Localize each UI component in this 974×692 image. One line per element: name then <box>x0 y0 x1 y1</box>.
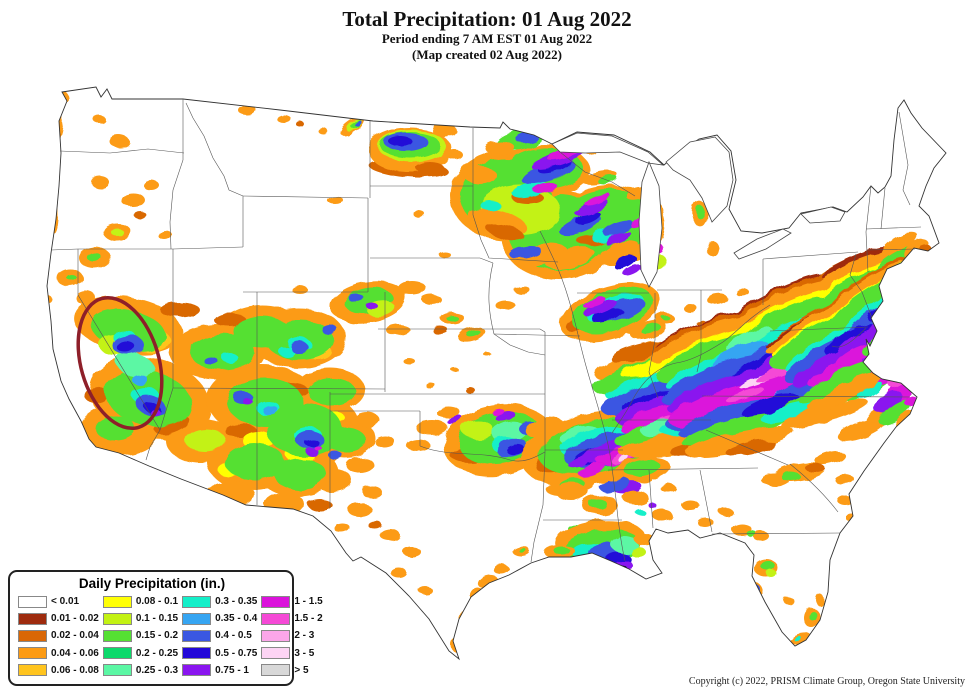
page-subtitle: Period ending 7 AM EST 01 Aug 2022 <box>381 31 593 47</box>
legend-swatch <box>18 612 47 625</box>
legend-swatch <box>102 612 132 625</box>
legend-label: 0.08 - 0.1 <box>135 596 179 608</box>
legend-label: 0.01 - 0.02 <box>51 613 99 625</box>
legend-item: 0.1 - 0.15 <box>102 611 179 626</box>
legend-label: 0.1 - 0.15 <box>135 613 179 625</box>
legend-label: 3 - 5 <box>294 647 315 659</box>
legend-item: 0.2 - 0.25 <box>102 646 179 661</box>
legend-item: 0.04 - 0.06 <box>18 646 99 661</box>
legend-label: 0.35 - 0.4 <box>215 613 258 625</box>
legend-item: < 0.01 <box>18 594 99 609</box>
legend-box: Daily Precipitation (in.) < 0.01 0.01 - … <box>8 570 323 686</box>
legend-swatch <box>18 664 47 677</box>
legend-swatch <box>182 647 212 660</box>
legend-label: < 0.01 <box>51 596 80 608</box>
legend-item: 3 - 5 <box>261 646 322 661</box>
lake-huron <box>665 136 734 223</box>
legend-swatch <box>18 629 47 642</box>
legend-swatch <box>102 647 132 660</box>
map-header: Total Precipitation: 01 Aug 2022 Period … <box>0 7 974 62</box>
legend-label: 1 - 1.5 <box>294 596 323 608</box>
legend-label: 1.5 - 2 <box>294 613 323 625</box>
legend-label: 0.2 - 0.25 <box>135 647 179 659</box>
legend-swatch <box>182 664 212 677</box>
legend-swatch <box>182 629 212 642</box>
legend-item: 0.25 - 0.3 <box>102 663 179 678</box>
copyright-text: Copyright (c) 2022, PRISM Climate Group,… <box>688 676 965 687</box>
legend-item: 0.01 - 0.02 <box>18 611 99 626</box>
legend-label: 0.06 - 0.08 <box>51 664 99 676</box>
legend-swatch <box>261 612 291 625</box>
legend-label: 0.02 - 0.04 <box>51 630 99 642</box>
legend-swatch <box>261 647 291 660</box>
legend-swatch <box>261 664 291 677</box>
legend-swatch <box>261 629 291 642</box>
legend-label: > 5 <box>294 664 309 676</box>
legend-swatch <box>102 595 132 608</box>
legend-item: 0.06 - 0.08 <box>18 663 99 678</box>
legend-item: 1 - 1.5 <box>261 594 323 609</box>
legend-label: 0.75 - 1 <box>215 664 249 676</box>
lake-erie <box>733 228 792 260</box>
highlight-ellipse-annotation <box>76 295 164 431</box>
legend-swatch <box>182 595 212 608</box>
page-title: Total Precipitation: 01 Aug 2022 <box>342 7 632 31</box>
state-borders <box>50 99 922 563</box>
lake-michigan <box>638 160 663 288</box>
legend-label: 0.4 - 0.5 <box>215 630 252 642</box>
us-coast-outline <box>46 86 947 661</box>
legend-label: 2 - 3 <box>294 630 315 642</box>
lake-superior <box>551 132 665 166</box>
lake-ontario <box>800 206 846 224</box>
legend-item: > 5 <box>261 663 322 678</box>
map-created-note: (Map created 02 Aug 2022) <box>412 46 562 62</box>
legend-item: 2 - 3 <box>261 628 322 643</box>
legend-grid: < 0.01 0.01 - 0.02 0.02 - 0.04 0.04 - 0.… <box>18 594 323 678</box>
legend-item: 0.75 - 1 <box>182 663 257 678</box>
legend-item: 0.15 - 0.2 <box>102 628 179 643</box>
legend-label: 0.04 - 0.06 <box>51 647 99 659</box>
legend-label: 0.5 - 0.75 <box>215 647 258 659</box>
legend-item: 0.5 - 0.75 <box>182 646 257 661</box>
legend-item: 1.5 - 2 <box>261 611 323 626</box>
legend-swatch <box>102 664 132 677</box>
legend-item: 0.4 - 0.5 <box>182 628 257 643</box>
legend-swatch <box>182 612 212 625</box>
legend-label: 0.3 - 0.35 <box>215 596 258 608</box>
legend-label: 0.25 - 0.3 <box>135 664 179 676</box>
legend-item: 0.02 - 0.04 <box>18 628 99 643</box>
legend-swatch <box>102 629 132 642</box>
legend-item: 0.35 - 0.4 <box>182 611 257 626</box>
legend-title: Daily Precipitation (in.) <box>78 576 226 591</box>
legend-swatch <box>18 595 47 608</box>
legend-swatch <box>18 647 47 660</box>
legend-item: 0.08 - 0.1 <box>102 594 179 609</box>
great-lakes <box>551 132 846 288</box>
legend-swatch <box>261 595 291 608</box>
legend-item: 0.3 - 0.35 <box>182 594 257 609</box>
legend-label: 0.15 - 0.2 <box>135 630 179 642</box>
